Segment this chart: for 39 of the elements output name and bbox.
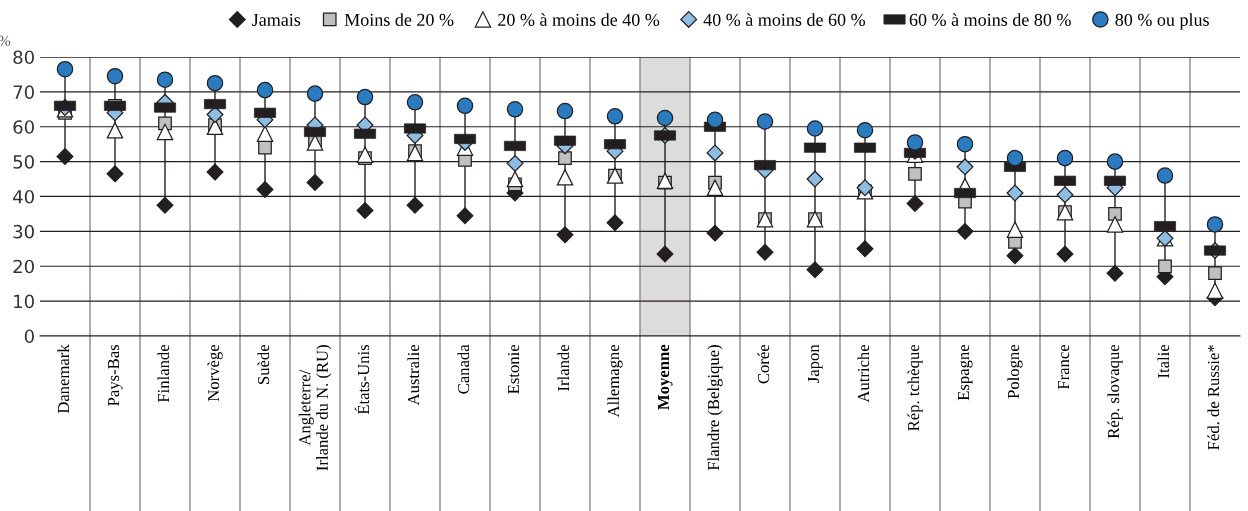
x-tick-label: Estonie <box>507 344 520 394</box>
legend-label: 80 % ou plus <box>1115 13 1209 30</box>
x-tick-label: Rép. slovaque <box>1107 344 1123 439</box>
legend-label: 40 % à moins de 60 % <box>703 13 866 26</box>
x-tick-label: Suède <box>257 344 270 384</box>
legend-label: Moins de 20 % <box>344 13 454 26</box>
y-tick-label: 40 <box>13 189 34 204</box>
x-tick-label: Autriche <box>857 344 870 403</box>
x-tick-label: Moyenne <box>658 344 673 410</box>
x-tick-label: Flandre (Belgique) <box>707 345 723 471</box>
y-tick-label: 70 <box>13 85 34 99</box>
x-tick-label: Pays-Bas <box>108 344 123 406</box>
legend-label: 60 % à moins de 80 % <box>909 13 1071 26</box>
x-tick-label: Corée <box>757 344 770 384</box>
legend-label: 20 % à moins de 40 % <box>498 13 660 26</box>
legend-label: Jamais <box>252 13 301 26</box>
y-tick-label: 0 <box>24 329 34 344</box>
x-tick-label: Irlande <box>557 344 570 391</box>
y-tick-label: 80 <box>13 50 34 65</box>
x-tick-label: Féd. de Russie* <box>1207 345 1220 450</box>
y-tick-label: 10 <box>14 294 34 309</box>
x-tick-label: Australie <box>407 344 420 406</box>
x-tick-label: Allemagne <box>607 344 623 418</box>
y-tick-label: 20 <box>13 259 34 274</box>
x-tick-label: Japon <box>808 344 823 383</box>
x-tick-label: États-Unis <box>354 344 370 415</box>
x-tick-label: Angleterre/ Irlande du N. (RU) <box>298 345 332 471</box>
x-tick-label: France <box>1058 344 1070 390</box>
y-tick-label: 50 <box>13 155 34 169</box>
x-tick-label: Danemark <box>57 344 70 414</box>
y-tick-label: 30 <box>13 224 34 239</box>
y-tick-label: 60 <box>13 120 34 134</box>
x-tick-label: Rép. tchèque <box>907 344 923 431</box>
x-tick-label: Italie <box>1157 344 1170 378</box>
x-tick-label: Pologne <box>1007 344 1023 399</box>
x-tick-label: Canada <box>457 344 470 394</box>
x-tick-label: Finlande <box>157 344 170 403</box>
x-tick-label: Espagne <box>958 344 973 401</box>
x-tick-label: Norvège <box>207 344 223 402</box>
